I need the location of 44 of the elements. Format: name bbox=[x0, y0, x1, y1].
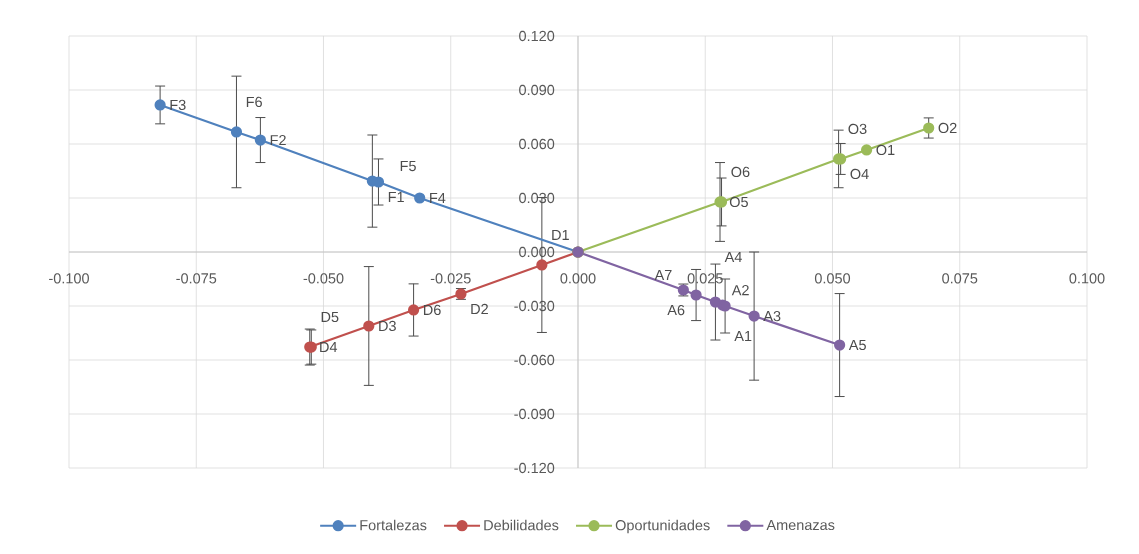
annotation: O6 bbox=[731, 166, 750, 178]
annotation: D1 bbox=[552, 229, 569, 240]
y-tick-label: 0.090 bbox=[519, 84, 555, 96]
y-tick-label: 0.060 bbox=[519, 138, 555, 150]
x-tick-label: -0.100 bbox=[49, 273, 89, 284]
annotation: A1 bbox=[734, 331, 752, 341]
x-tick-label: 0.100 bbox=[1069, 273, 1105, 284]
annotation: O3 bbox=[848, 123, 867, 135]
annotation: A2 bbox=[731, 285, 749, 296]
annotation: A7 bbox=[654, 269, 672, 280]
annotation: A5 bbox=[848, 340, 866, 351]
annotation: F5 bbox=[400, 161, 416, 172]
annotation: A3 bbox=[763, 310, 781, 322]
y-tick-label: -0.060 bbox=[514, 354, 555, 366]
annotation: D5 bbox=[321, 311, 339, 323]
annotation: F4 bbox=[430, 193, 446, 203]
annotation: O4 bbox=[850, 168, 869, 180]
annotation: A4 bbox=[724, 252, 742, 263]
annotation: F2 bbox=[270, 134, 286, 146]
annotation: D2 bbox=[471, 303, 488, 314]
x-tick-label: -0.025 bbox=[430, 273, 471, 284]
annotation: D4 bbox=[320, 342, 338, 353]
annotation: D3 bbox=[379, 320, 396, 332]
annotation: F6 bbox=[246, 96, 262, 108]
legend-label: Oportunidades bbox=[615, 519, 710, 534]
annotation: F3 bbox=[170, 99, 186, 111]
y-tick-label: 0.030 bbox=[519, 192, 555, 204]
annotation: O2 bbox=[938, 122, 957, 134]
annotation: F1 bbox=[388, 191, 404, 202]
legend-label: Debilidades bbox=[484, 519, 559, 531]
y-tick-label: 0.120 bbox=[519, 30, 555, 42]
annotation: O1 bbox=[876, 144, 895, 156]
annotation: A6 bbox=[667, 304, 685, 316]
x-tick-label: 0.075 bbox=[942, 273, 978, 284]
x-tick-label: 0.000 bbox=[560, 273, 596, 284]
annotation: D6 bbox=[423, 304, 441, 316]
annotation: O5 bbox=[729, 196, 748, 208]
y-tick-label: -0.120 bbox=[514, 462, 555, 474]
x-tick-label: -0.075 bbox=[176, 273, 217, 284]
legend-label: Amenazas bbox=[766, 519, 835, 531]
y-tick-label: -0.090 bbox=[514, 408, 555, 420]
x-tick-label: -0.050 bbox=[303, 273, 344, 284]
x-tick-label: 0.050 bbox=[814, 273, 851, 284]
legend-label: Fortalezas bbox=[360, 519, 427, 531]
